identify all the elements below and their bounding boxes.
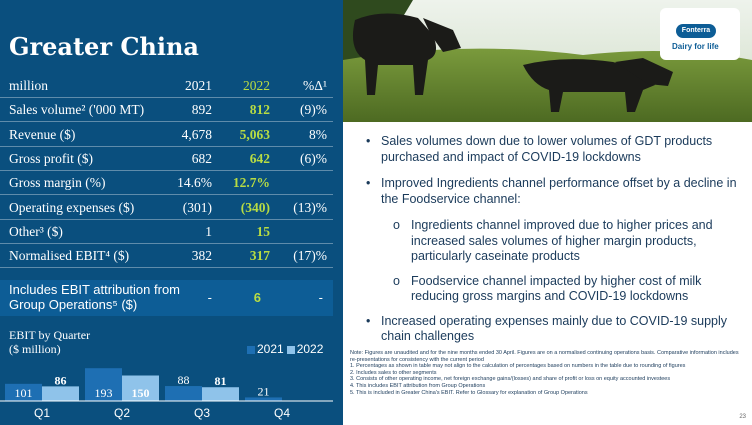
includes-label: Includes EBIT attribution from Group Ope… — [9, 282, 181, 312]
tick-label: Q3 — [194, 406, 210, 420]
cell-label: Gross margin (%) — [9, 175, 106, 191]
includes-2021: - — [207, 290, 212, 305]
commentary-bullets: Sales volumes down due to lower volumes … — [362, 134, 740, 356]
cell-y2022: 5,063 — [239, 126, 270, 142]
table-row: Other³ ($) 1 15 — [0, 220, 333, 244]
table-row: Gross margin (%) 14.6% 12.7% — [0, 171, 333, 196]
cell-y2021: 4,678 — [181, 126, 212, 142]
page-title: Greater China — [9, 32, 199, 61]
cell-label: million — [9, 78, 49, 93]
chart-legend: 2021 2022 — [247, 342, 326, 356]
cell-pct: (13)% — [293, 199, 327, 215]
cell-y2021: 892 — [191, 102, 212, 118]
bar-2022-Q3 — [202, 387, 239, 401]
cell-pct: (6)% — [300, 150, 327, 166]
cell-y2021: 1 — [205, 223, 212, 239]
data-label: 86 — [55, 373, 67, 387]
cell-y2022: 317 — [249, 248, 270, 264]
includes-2022: 6 — [253, 290, 261, 305]
cell-y2021: 382 — [191, 248, 212, 264]
cows-photo — [343, 0, 752, 122]
table-row: Revenue ($) 4,678 5,063 8% — [0, 123, 333, 147]
bar-2021-Q2 — [85, 368, 122, 401]
fonterra-logo: Fonterra Dairy for life — [660, 8, 740, 60]
chart-title: EBIT by Quarter ($ million) — [9, 328, 90, 356]
cell-y2022: 15 — [256, 223, 271, 239]
table-row: Normalised EBIT⁴ ($) 382 317 (17)% — [0, 244, 333, 269]
legend-label: 2022 — [296, 342, 324, 356]
table-row: Sales volume² ('000 MT) 892 812 (9)% — [0, 98, 333, 123]
logo-tagline: Dairy for life — [672, 42, 719, 51]
table-row: Operating expenses ($) (301) (340) (13)% — [0, 196, 333, 220]
cell-y2021: 2021 — [185, 78, 212, 93]
data-label: 193 — [95, 386, 113, 400]
greater-china-panel: Greater China million 2021 2022 %Δ¹ Sales vo… — [0, 0, 343, 425]
cell-y2021: 14.6% — [177, 175, 212, 191]
footnote: 3. Consists of other operating income, n… — [350, 376, 671, 383]
data-label: 101 — [15, 386, 33, 400]
logo-brand: Fonterra — [676, 24, 716, 38]
footnotes: Note: Figures are unaudited and for the … — [350, 350, 745, 396]
table-header: million 2021 2022 %Δ¹ — [0, 74, 333, 98]
bar-2021-Q4 — [245, 397, 282, 401]
bar-2022-Q1 — [42, 386, 79, 401]
chart-title-line1: EBIT by Quarter — [9, 328, 91, 342]
chart-title-line2: ($ million) — [9, 342, 61, 356]
tick-label: Q1 — [34, 406, 50, 420]
bar-2021-Q1 — [5, 383, 42, 401]
legend-swatch-2021 — [247, 345, 255, 354]
bullet-item: Sales volumes down due to lower volumes … — [362, 134, 740, 165]
cell-y2022: 12.7% — [232, 175, 270, 191]
cell-y2022: 812 — [249, 102, 270, 118]
legend-swatch-2022 — [286, 345, 295, 354]
cell-label: Gross profit ($) — [9, 150, 93, 166]
bar-2021-Q3 — [165, 386, 202, 401]
footnote: Note: Figures are unaudited and for the … — [350, 350, 739, 363]
cell-pct: %Δ¹ — [303, 78, 327, 93]
bullet-item: Increased operating expenses mainly due … — [362, 314, 740, 345]
footnote: 2. Includes sales to other segments — [350, 369, 437, 376]
footnote: 1. Percentages as shown in table may not… — [350, 363, 686, 370]
footnote: 5. This is included in Greater China's E… — [350, 389, 588, 396]
tick-label: Q4 — [274, 406, 290, 420]
data-label: 21 — [258, 384, 270, 398]
cell-label: Operating expenses ($) — [9, 199, 135, 215]
cell-y2022: 2022 — [243, 78, 270, 93]
cell-label: Sales volume² ('000 MT) — [9, 102, 145, 118]
table-row: Gross profit ($) 682 642 (6)% — [0, 147, 333, 171]
cell-label: Other³ ($) — [9, 223, 63, 239]
cell-y2022: 642 — [249, 150, 270, 166]
cell-y2021: (301) — [182, 199, 212, 215]
cell-y2021: 682 — [191, 150, 212, 166]
bullet-item: Improved Ingredients channel performance… — [362, 176, 740, 207]
footnote: 4. This includes EBIT attribution from G… — [350, 382, 486, 389]
includes-pct: - — [318, 290, 323, 305]
sub-bullet-item: Ingredients channel improved due to high… — [362, 218, 740, 265]
legend-label: 2021 — [257, 342, 284, 356]
cell-label: Revenue ($) — [9, 126, 76, 142]
sub-bullet-item: Foodservice channel impacted by higher c… — [362, 274, 740, 305]
cell-pct: 8% — [309, 126, 327, 142]
cell-pct: (17)% — [293, 248, 327, 264]
page-number: 23 — [739, 414, 746, 420]
cell-y2022: (340) — [240, 199, 270, 215]
data-label: 150 — [132, 386, 150, 400]
cell-label: Normalised EBIT⁴ ($) — [9, 248, 130, 264]
tick-label: Q2 — [114, 406, 130, 420]
data-label: 88 — [178, 373, 190, 387]
data-label: 81 — [215, 374, 227, 388]
includes-row: Includes EBIT attribution from Group Ope… — [0, 280, 333, 316]
bar-2022-Q2 — [122, 375, 159, 401]
cell-pct: (9)% — [300, 102, 327, 118]
